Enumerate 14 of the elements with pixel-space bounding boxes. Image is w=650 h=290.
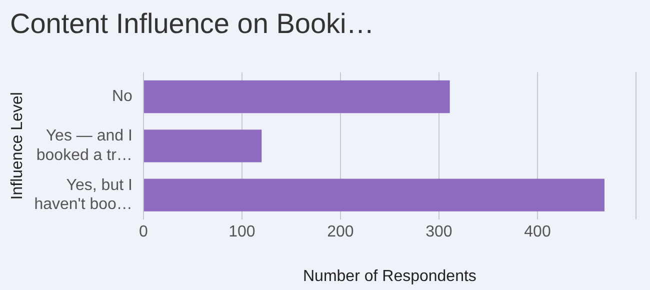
bar xyxy=(144,178,604,212)
x-tick-label: 100 xyxy=(228,224,256,241)
y-axis-title: Influence Level xyxy=(9,92,26,200)
x-tick-label: 400 xyxy=(524,224,551,241)
bar xyxy=(144,80,450,114)
bar xyxy=(144,130,262,162)
y-tick-label: No xyxy=(112,88,133,106)
y-tick-label: Yes — and I booked a tr… xyxy=(36,128,132,164)
x-tick-label: 300 xyxy=(426,224,452,241)
x-tick-label: 0 xyxy=(138,224,148,241)
x-axis-title: Number of Respondents xyxy=(303,268,476,285)
x-tick-label: 200 xyxy=(327,224,354,241)
chart-title: Content Influence on Booki… xyxy=(10,8,374,40)
y-tick-label: Yes, but I haven't boo… xyxy=(34,176,132,214)
